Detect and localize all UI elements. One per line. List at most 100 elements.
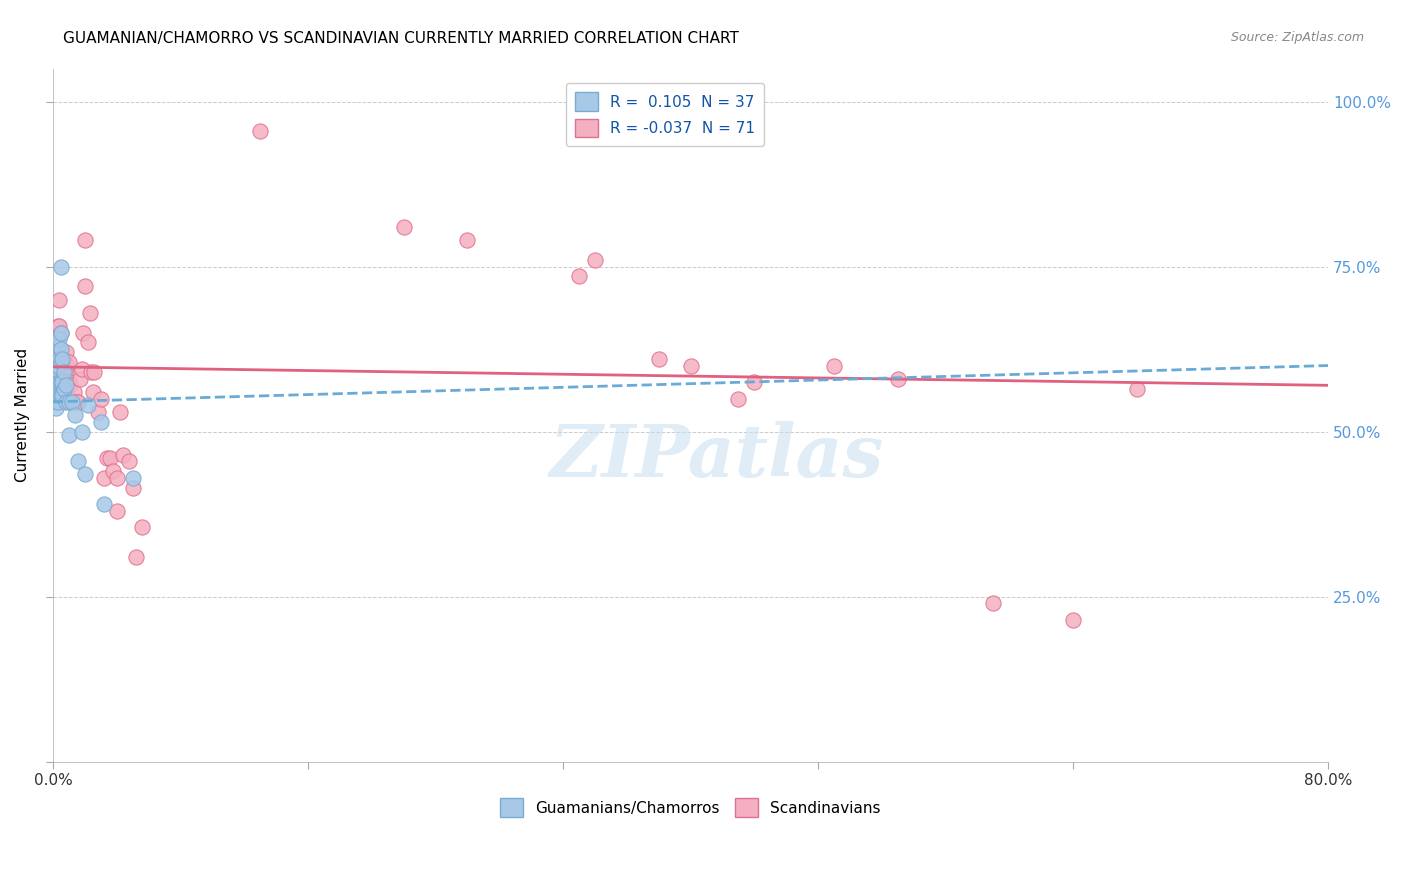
Point: [53, 351, 76, 366]
Point: [105, 471, 128, 485]
Point: [647, 351, 669, 366]
Point: [45, 349, 67, 363]
Point: [392, 219, 415, 234]
Y-axis label: Currently Married: Currently Married: [15, 348, 30, 482]
Point: [51, 375, 73, 389]
Point: [49, 349, 72, 363]
Point: [58, 394, 80, 409]
Point: [44, 388, 66, 402]
Text: GUAMANIAN/CHAMORRO VS SCANDINAVIAN CURRENTLY MARRIED CORRELATION CHART: GUAMANIAN/CHAMORRO VS SCANDINAVIAN CURRE…: [63, 31, 740, 46]
Point: [48, 388, 70, 402]
Point: [70, 425, 93, 439]
Point: [48, 365, 70, 379]
Point: [82, 384, 104, 399]
Point: [93, 497, 115, 511]
Point: [49, 384, 72, 399]
Point: [49, 326, 72, 340]
Point: [67, 394, 90, 409]
Point: [55, 365, 77, 379]
Point: [62, 384, 84, 399]
Point: [73, 467, 96, 482]
Point: [58, 375, 80, 389]
Point: [583, 252, 606, 267]
Point: [48, 351, 70, 366]
Point: [48, 332, 70, 346]
Point: [49, 368, 72, 383]
Point: [118, 454, 141, 468]
Point: [46, 339, 69, 353]
Point: [742, 375, 765, 389]
Point: [125, 549, 148, 564]
Point: [49, 388, 72, 402]
Point: [51, 351, 73, 366]
Point: [86, 405, 108, 419]
Point: [55, 345, 77, 359]
Point: [49, 355, 72, 369]
Point: [58, 427, 80, 442]
Point: [49, 342, 72, 356]
Point: [77, 398, 100, 412]
Point: [679, 359, 702, 373]
Point: [93, 471, 115, 485]
Text: Source: ZipAtlas.com: Source: ZipAtlas.com: [1230, 31, 1364, 45]
Point: [51, 388, 73, 402]
Point: [59, 378, 82, 392]
Point: [46, 359, 69, 373]
Point: [112, 448, 135, 462]
Point: [108, 405, 131, 419]
Point: [90, 415, 112, 429]
Point: [49, 375, 72, 389]
Point: [105, 504, 128, 518]
Point: [70, 361, 93, 376]
Point: [45, 372, 67, 386]
Point: [103, 464, 125, 478]
Point: [80, 365, 103, 379]
Point: [45, 388, 67, 402]
Point: [60, 394, 83, 409]
Point: [44, 394, 66, 409]
Point: [73, 279, 96, 293]
Point: [121, 481, 143, 495]
Point: [46, 378, 69, 392]
Point: [65, 394, 87, 409]
Point: [45, 361, 67, 376]
Point: [131, 520, 153, 534]
Point: [55, 378, 77, 392]
Point: [60, 394, 83, 409]
Point: [46, 384, 69, 399]
Point: [48, 293, 70, 307]
Point: [1062, 613, 1084, 627]
Point: [69, 372, 91, 386]
Point: [83, 365, 105, 379]
Point: [46, 365, 69, 379]
Point: [887, 372, 910, 386]
Point: [98, 450, 121, 465]
Point: [55, 394, 77, 409]
Point: [46, 318, 69, 333]
Point: [45, 401, 67, 416]
Point: [983, 596, 1005, 610]
Point: [49, 326, 72, 340]
Legend: Guamanians/Chamorros, Scandinavians: Guamanians/Chamorros, Scandinavians: [494, 792, 887, 823]
Point: [53, 382, 76, 396]
Point: [46, 345, 69, 359]
Point: [55, 384, 77, 399]
Text: ZIPatlas: ZIPatlas: [548, 421, 883, 492]
Point: [44, 378, 66, 392]
Point: [1126, 382, 1149, 396]
Point: [53, 365, 76, 379]
Point: [44, 359, 66, 373]
Point: [51, 372, 73, 386]
Point: [66, 394, 89, 409]
Point: [727, 392, 749, 406]
Point: [51, 388, 73, 402]
Point: [45, 382, 67, 396]
Point: [48, 384, 70, 399]
Point: [53, 382, 76, 396]
Point: [48, 318, 70, 333]
Point: [72, 326, 94, 340]
Point: [65, 408, 87, 422]
Point: [456, 233, 478, 247]
Point: [121, 471, 143, 485]
Point: [56, 359, 79, 373]
